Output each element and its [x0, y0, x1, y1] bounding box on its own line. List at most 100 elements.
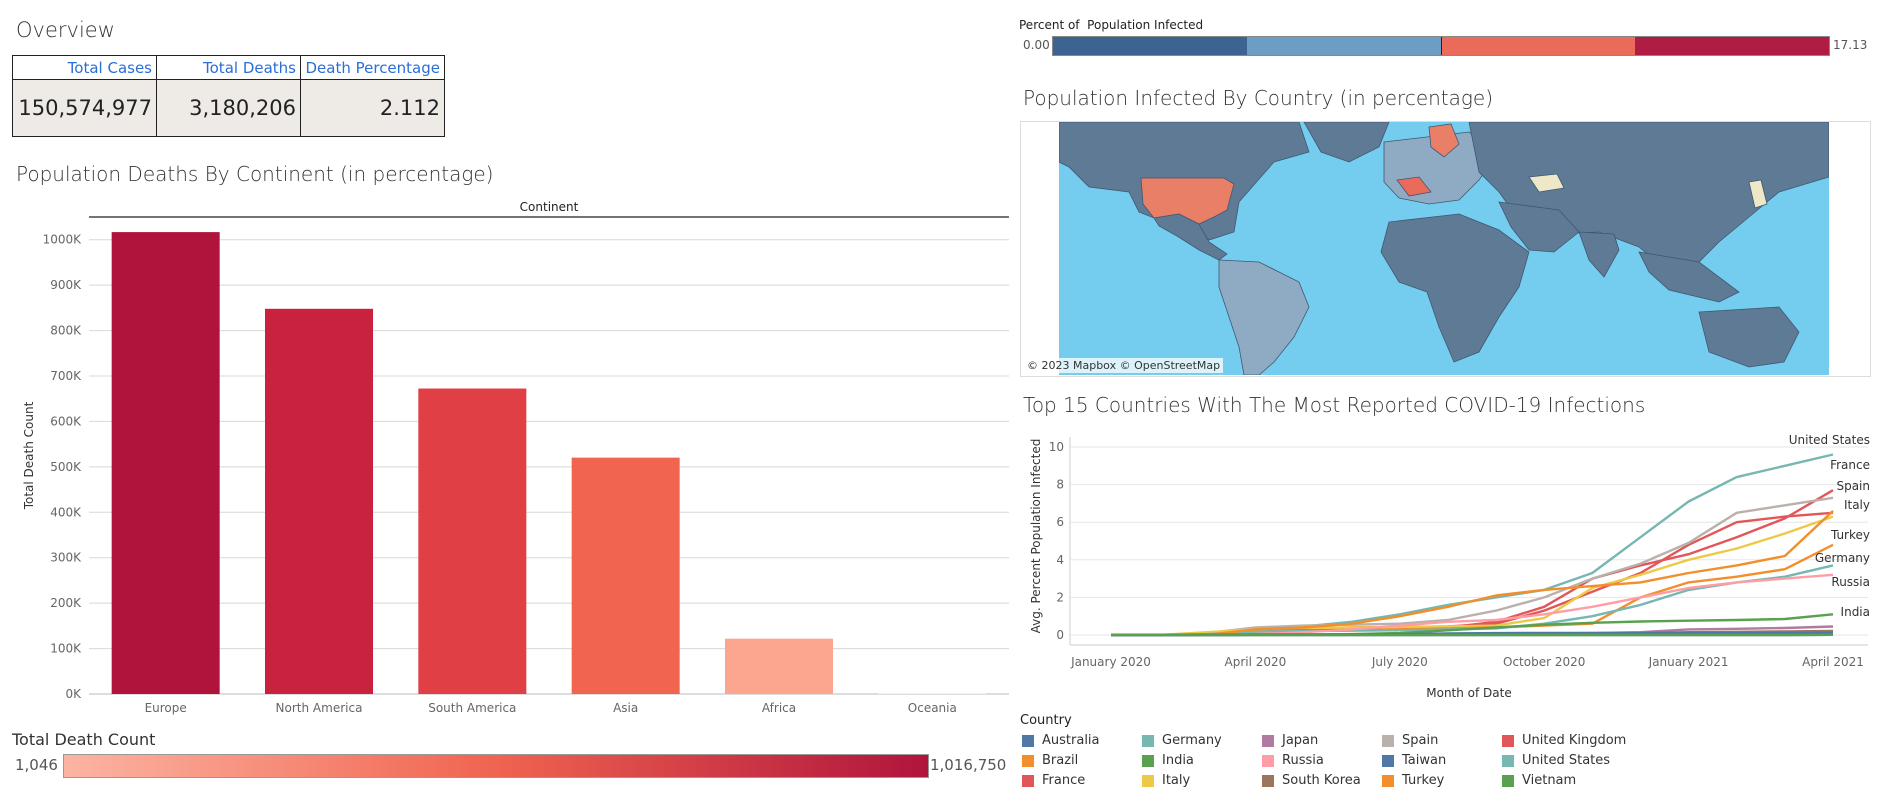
legend-swatch[interactable] [1142, 775, 1154, 787]
x-tick-label: Africa [762, 701, 796, 715]
infections-line-chart: 0 2 4 6 8 10 January 2020 April 2020 July 2020 Oc… [1029, 433, 1870, 700]
legend-swatch[interactable] [1262, 755, 1274, 767]
legend-label[interactable]: Brazil [1042, 753, 1079, 768]
region-south-america[interactable] [1218, 259, 1310, 375]
bar-north-america[interactable] [265, 308, 373, 694]
bar-africa[interactable] [725, 638, 833, 694]
end-label: United States [1789, 433, 1870, 447]
death-percentage-header[interactable]: Death Percentage [300, 55, 445, 80]
region-italy-spain[interactable] [1396, 176, 1432, 197]
legend-swatch[interactable] [1382, 735, 1394, 747]
infected-legend-bar[interactable] [1052, 36, 1830, 56]
x-tick-label: January 2020 [1070, 655, 1151, 669]
column-header-label: Continent [520, 200, 579, 214]
region-middle-east[interactable] [1498, 201, 1580, 253]
legend-label[interactable]: United States [1522, 753, 1611, 768]
region-greenland[interactable] [1303, 122, 1390, 163]
end-label: Russia [1831, 575, 1870, 589]
legend-swatch[interactable] [1502, 735, 1514, 747]
map-attribution[interactable]: © 2023 Mapbox © OpenStreetMap [1024, 358, 1224, 373]
legend-swatch[interactable] [1382, 755, 1394, 767]
bar-asia[interactable] [571, 457, 680, 694]
death-legend-title: Total Death Count [12, 730, 156, 749]
legend-swatch[interactable] [1382, 775, 1394, 787]
y-tick-label: 10 [1049, 440, 1064, 454]
legend-label[interactable]: Australia [1042, 733, 1100, 748]
legend-label[interactable]: Russia [1282, 753, 1324, 768]
region-scandinavia[interactable] [1428, 123, 1460, 158]
y-tick-label: 100K [50, 642, 82, 656]
total-deaths-value: 3,180,206 [156, 79, 301, 137]
bar-south-america[interactable] [418, 388, 527, 694]
x-tick-label: South America [428, 701, 516, 715]
y-tick-label: 900K [50, 278, 82, 292]
region-southeast-asia[interactable] [1638, 251, 1740, 303]
legend-swatch[interactable] [1502, 775, 1514, 787]
end-label: Spain [1836, 479, 1870, 493]
infected-legend-step [1440, 37, 1636, 55]
legend-label[interactable]: South Korea [1282, 773, 1361, 788]
death-legend-min: 1,046 [15, 756, 58, 774]
series-united-states[interactable] [1111, 453, 1834, 637]
end-label: Italy [1844, 498, 1870, 512]
x-tick-label: Europe [145, 701, 187, 715]
legend-label[interactable]: Vietnam [1522, 773, 1577, 788]
region-central-asia-highlight[interactable] [1528, 173, 1565, 193]
region-korea-japan[interactable] [1748, 179, 1768, 209]
region-india[interactable] [1578, 231, 1620, 278]
infected-legend-max: 17.13 [1833, 38, 1868, 52]
legend-label[interactable]: Taiwan [1402, 753, 1447, 768]
death-legend-max: 1,016,750 [930, 756, 1007, 774]
legend-swatch[interactable] [1022, 775, 1034, 787]
infected-legend-step [1246, 37, 1441, 55]
legend-label[interactable]: Spain [1402, 733, 1439, 748]
y-tick-label: 2 [1056, 590, 1064, 604]
y-axis-label: Avg. Percent Population Infected [1029, 439, 1043, 634]
infected-legend-step [1635, 37, 1829, 55]
series-italy[interactable] [1111, 515, 1834, 637]
legend-swatch[interactable] [1502, 755, 1514, 767]
y-tick-label: 4 [1056, 553, 1064, 567]
total-cases-header[interactable]: Total Cases [12, 55, 157, 80]
end-label: Turkey [1830, 528, 1870, 542]
death-legend-gradient-bar[interactable] [63, 754, 929, 778]
deaths-bar-chart: Continent 0K 100K 200K 300K 400K 500K 600K 700K 8… [22, 200, 1009, 715]
y-tick-label: 8 [1056, 478, 1064, 492]
legend-label[interactable]: Turkey [1402, 773, 1445, 788]
legend-label[interactable]: India [1162, 753, 1194, 768]
bar-europe[interactable] [111, 232, 220, 695]
y-axis-label: Total Death Count [22, 401, 36, 510]
legend-swatch[interactable] [1142, 755, 1154, 767]
legend-swatch[interactable] [1262, 775, 1274, 787]
series-france[interactable] [1111, 489, 1834, 637]
bar-oceania[interactable] [878, 693, 987, 695]
y-tick-label: 0K [65, 687, 82, 701]
legend-swatch[interactable] [1022, 735, 1034, 747]
line-chart-title: Top 15 Countries With The Most Reported … [1023, 393, 1646, 417]
region-australia[interactable] [1698, 306, 1800, 368]
series-brazil[interactable] [1111, 510, 1834, 637]
legend-swatch[interactable] [1142, 735, 1154, 747]
x-axis-label: Month of Date [1426, 686, 1512, 700]
legend-label[interactable]: United Kingdom [1522, 733, 1627, 748]
y-tick-label: 700K [50, 369, 82, 383]
y-tick-label: 6 [1056, 515, 1064, 529]
x-tick-label: Asia [613, 701, 638, 715]
kpi-table: Total Cases Total Deaths Death Percentag… [12, 55, 445, 137]
legend-swatch[interactable] [1022, 755, 1034, 767]
legend-label[interactable]: France [1042, 773, 1086, 788]
series-united-kingdom[interactable] [1111, 511, 1834, 637]
total-deaths-header[interactable]: Total Deaths [156, 55, 301, 80]
region-africa[interactable] [1380, 213, 1530, 363]
x-tick-label: July 2020 [1371, 655, 1428, 669]
region-usa[interactable] [1140, 177, 1235, 225]
legend-label[interactable]: Germany [1162, 733, 1222, 748]
legend-swatch[interactable] [1262, 735, 1274, 747]
world-map[interactable] [1059, 122, 1829, 375]
legend-label[interactable]: Japan [1282, 733, 1319, 748]
y-tick-label: 1000K [43, 233, 83, 247]
legend-label[interactable]: Italy [1162, 773, 1191, 788]
region-mexico-central-america[interactable] [1153, 213, 1228, 261]
overview-title: Overview [16, 18, 115, 42]
x-tick-label: Oceania [908, 701, 957, 715]
